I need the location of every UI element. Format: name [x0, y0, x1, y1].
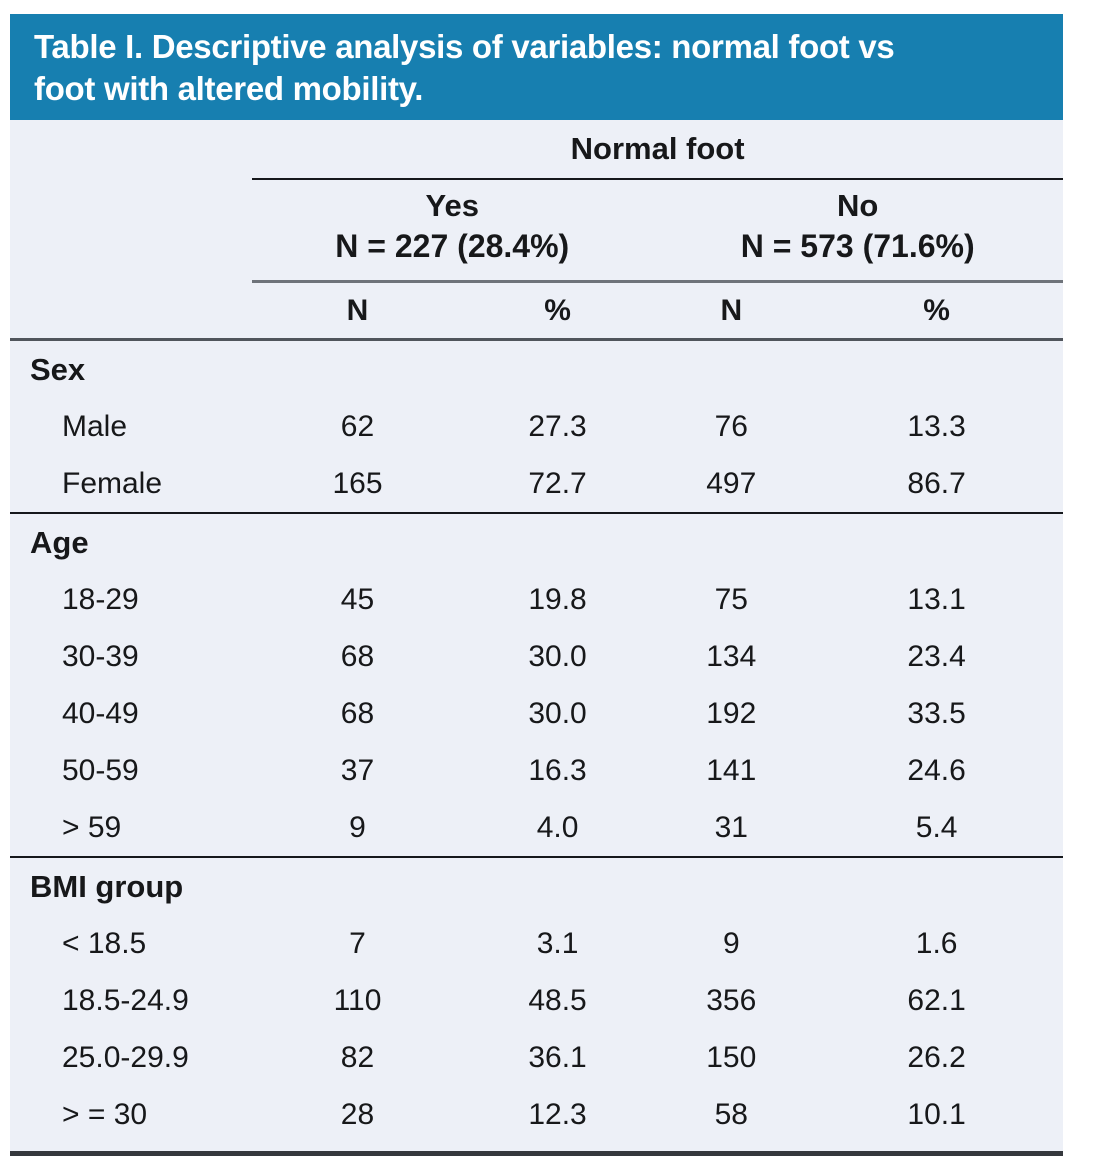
section-label: Age — [30, 524, 89, 560]
row-label: < 18.5 — [62, 926, 147, 960]
cell-n-no: 141 — [706, 753, 757, 787]
row-label: 40-49 — [62, 696, 139, 730]
cell-n-yes: 28 — [340, 1097, 375, 1131]
cell-pct-yes: 4.0 — [462, 799, 653, 858]
empty-cell — [10, 281, 253, 341]
cell-pct-no: 1.6 — [915, 926, 958, 960]
cell-pct-yes: 27.3 — [528, 409, 587, 443]
cell-pct-yes: 19.8 — [528, 582, 587, 616]
col-header-n-no: N — [652, 281, 811, 341]
cell-pct-no: 33.5 — [907, 696, 966, 730]
table-row-age-over-59: > 59 9 4.0 31 5.4 — [10, 799, 1063, 858]
cell-pct-yes: 30.0 — [528, 639, 587, 673]
cell-pct-yes: 30.0 — [528, 696, 587, 730]
descriptive-table: Normal foot Yes N = 227 (28.4%) No N = 5… — [10, 120, 1063, 1151]
row-label: 50-59 — [62, 753, 139, 787]
cell-pct-no: 23.4 — [907, 639, 966, 673]
table-sheet: Table I. Descriptive analysis of variabl… — [10, 14, 1063, 1156]
cell-pct-yes: 3.1 — [536, 926, 579, 960]
cell-n-yes: 45 — [340, 582, 375, 616]
cell-n-no: 134 — [706, 639, 757, 673]
table-row-age-50-59: 50-59 37 16.3 141 24.6 — [10, 742, 1063, 799]
no-count: N = 573 (71.6%) — [740, 228, 975, 264]
cell-n-no: 9 — [722, 926, 740, 960]
table-body: Normal foot Yes N = 227 (28.4%) No N = 5… — [10, 120, 1063, 1156]
cell-pct-no: 5.4 — [810, 799, 1063, 858]
yes-no-header-row: Yes N = 227 (28.4%) No N = 573 (71.6%) — [10, 179, 1063, 283]
table-title-line-2: foot with altered mobility. — [34, 70, 424, 107]
table-row-male: Male 62 27.3 76 13.3 — [10, 398, 1063, 455]
cell-pct-no: 24.6 — [907, 753, 966, 787]
cell-pct-no: 13.3 — [907, 409, 966, 443]
col-header-pct-yes: % — [462, 281, 653, 341]
section-header-sex: Sex — [10, 340, 1063, 399]
row-label: 25.0-29.9 — [62, 1040, 189, 1074]
cell-n-yes: 62 — [340, 409, 375, 443]
section-label: Sex — [30, 351, 86, 387]
no-label: No — [836, 188, 879, 223]
table-row-age-40-49: 40-49 68 30.0 192 33.5 — [10, 685, 1063, 742]
cell-n-yes: 37 — [340, 753, 375, 787]
yes-label: Yes — [425, 188, 479, 223]
cell-n-yes: 7 — [349, 926, 366, 960]
cell-pct-no: 62.1 — [907, 983, 966, 1017]
row-label: > = 30 — [62, 1097, 148, 1131]
cell-n-no: 356 — [706, 983, 757, 1017]
table-title-bar: Table I. Descriptive analysis of variabl… — [10, 14, 1063, 120]
cell-n-no: 497 — [652, 455, 811, 514]
cell-n-no: 150 — [706, 1040, 757, 1074]
col-header-n-yes: N — [252, 281, 463, 341]
row-label: Female — [10, 455, 253, 514]
col-header-pct-no: % — [810, 281, 1063, 341]
cell-pct-yes: 16.3 — [528, 753, 587, 787]
table-row-age-30-39: 30-39 68 30.0 134 23.4 — [10, 628, 1063, 685]
cell-n-no: 76 — [714, 409, 748, 443]
cell-n-no: 58 — [714, 1097, 748, 1131]
row-label: 18-29 — [62, 582, 139, 616]
cell-n-yes: 68 — [340, 639, 375, 673]
cell-n-yes: 82 — [340, 1040, 375, 1074]
cell-n-no: 75 — [714, 582, 748, 616]
table-row-female: Female 165 72.7 497 86.7 — [10, 455, 1063, 514]
cell-pct-no: 26.2 — [907, 1040, 966, 1074]
cell-pct-no: 86.7 — [810, 455, 1063, 514]
empty-cell — [10, 120, 252, 179]
table-row-bmi-25-0-29-9: 25.0-29.9 82 36.1 150 26.2 — [10, 1029, 1063, 1086]
cell-n-yes: 110 — [333, 983, 382, 1017]
cell-n-yes: 165 — [252, 455, 463, 514]
cell-n-no: 31 — [652, 799, 811, 858]
empty-cell — [10, 179, 252, 282]
cell-n-no: 192 — [706, 696, 757, 730]
section-header-bmi: BMI group — [10, 857, 1063, 915]
row-label: 30-39 — [62, 639, 139, 673]
table-row-bmi-under-18-5: < 18.5 7 3.1 9 1.6 — [10, 915, 1063, 972]
cell-n-yes: 9 — [252, 799, 463, 858]
table-title-line-1: Table I. Descriptive analysis of variabl… — [34, 28, 895, 65]
row-label: Male — [62, 409, 128, 443]
yes-count: N = 227 (28.4%) — [335, 228, 570, 264]
cell-pct-no: 10.1 — [907, 1097, 966, 1131]
cell-pct-yes: 12.3 — [528, 1097, 587, 1131]
section-header-age: Age — [10, 513, 1063, 571]
row-label: 18.5-24.9 — [62, 983, 189, 1017]
cell-pct-yes: 72.7 — [462, 455, 653, 514]
cell-n-yes: 68 — [340, 696, 375, 730]
table-row-age-18-29: 18-29 45 19.8 75 13.1 — [10, 571, 1063, 628]
section-label: BMI group — [30, 868, 184, 904]
cell-pct-yes: 36.1 — [528, 1040, 587, 1074]
column-header-row: N % N % — [10, 281, 1063, 341]
cell-pct-yes: 48.5 — [528, 983, 587, 1017]
no-group-header: No N = 573 (71.6%) — [652, 179, 1063, 283]
row-label: > 59 — [10, 799, 253, 858]
group-header-row: Normal foot — [10, 120, 1063, 180]
table-row-bmi-18-5-24-9: 18.5-24.9 110 48.5 356 62.1 — [10, 972, 1063, 1029]
cell-pct-no: 13.1 — [907, 582, 966, 616]
yes-group-header: Yes N = 227 (28.4%) — [252, 179, 653, 283]
table-row-bmi-30-plus: > = 30 28 12.3 58 10.1 — [10, 1086, 1063, 1151]
group-header-normal-foot: Normal foot — [252, 120, 1063, 180]
